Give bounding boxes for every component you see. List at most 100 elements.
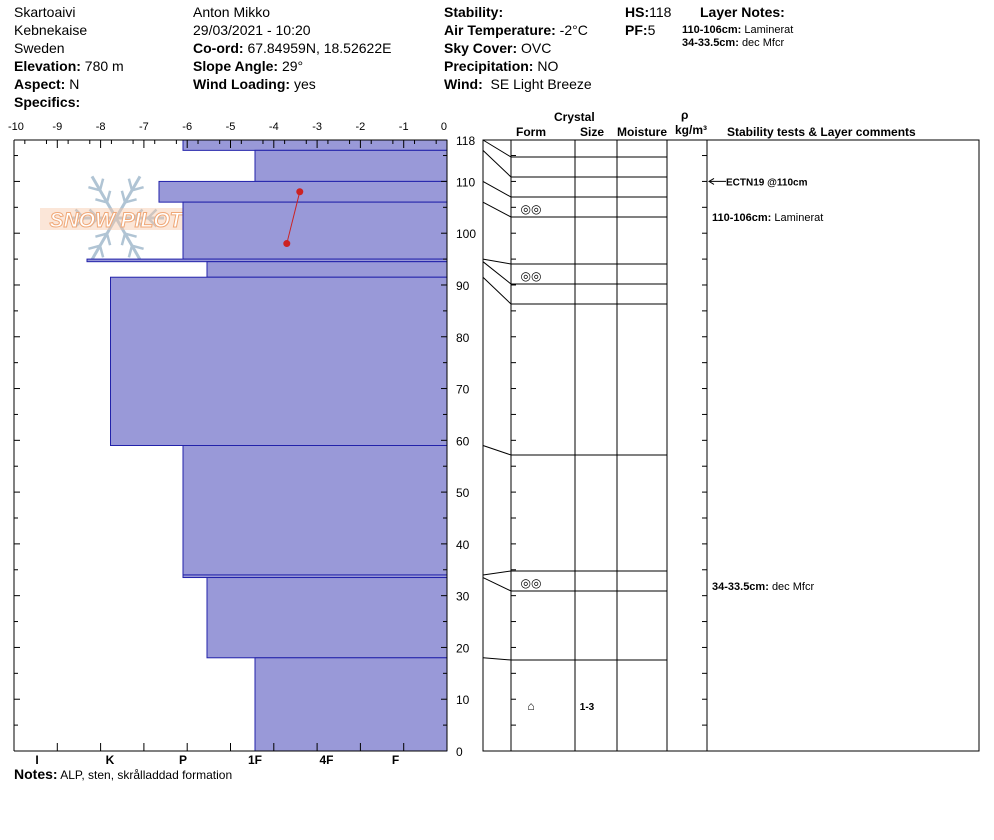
temp-tick-label: -3 — [312, 121, 322, 133]
snowflake-branch — [88, 244, 101, 251]
snowflake-branch — [147, 217, 158, 228]
hardness-layer — [182, 445, 448, 576]
temp-tick-label: -5 — [226, 121, 236, 133]
density-unit: kg/m³ — [675, 123, 708, 137]
layer-boundary — [482, 445, 667, 456]
temp-tick-label: -7 — [139, 121, 149, 133]
coordinates: Co-ord: 67.84959N, 18.52622E — [193, 40, 392, 56]
layer-comment: 110-106cm: Laminerat — [712, 212, 823, 224]
snowflake-branch — [88, 217, 99, 228]
height-tick-label: 100 — [456, 227, 476, 241]
snowflake-branch — [127, 245, 134, 258]
temperature-point — [283, 240, 291, 248]
layer-boundary — [482, 149, 667, 178]
hardness-layer — [182, 201, 448, 260]
watermark-band — [40, 208, 192, 230]
temp-tick-label: -1 — [399, 121, 409, 133]
layer-boundary — [482, 180, 667, 198]
hardness-layer — [110, 276, 448, 446]
temp-tick-label: -4 — [269, 121, 279, 133]
snowflake-branch — [95, 232, 108, 238]
form-header: Form — [516, 125, 546, 139]
stability: Stability: — [444, 4, 504, 20]
hardness-tick-label: I — [35, 753, 38, 767]
comments-header: Stability tests & Layer comments — [727, 125, 916, 139]
height-tick-label: 0 — [456, 745, 463, 759]
crystal-header: Crystal — [554, 110, 595, 124]
temp-tick-label: 0 — [441, 121, 447, 133]
crystal-form: ◎◎ — [521, 269, 542, 283]
wind: Wind: SE Light Breeze — [444, 76, 592, 92]
snow-height: HS:118 — [625, 4, 672, 20]
hardness-tick-label: K — [106, 753, 115, 767]
hardness-layer — [206, 577, 448, 659]
snowflake-branch — [127, 178, 134, 191]
snowflake-branch — [131, 244, 144, 251]
snowflake-branch — [95, 198, 108, 204]
snowpilot-logo: SNOW PILOT — [40, 175, 192, 261]
layer-boundary — [482, 577, 667, 592]
snowflake-branch — [133, 208, 144, 219]
temperature-line — [286, 191, 301, 244]
test-arrow-head — [708, 177, 715, 185]
snowflake-branch — [88, 208, 99, 219]
layer-boundary — [482, 276, 667, 305]
snowflake-arm — [114, 217, 142, 261]
penetration-foot: PF:5 — [625, 22, 656, 38]
layer-note: 110-106cm: Laminerat — [682, 24, 794, 36]
layer-boundary — [482, 139, 667, 158]
moisture-header: Moisture — [617, 125, 668, 139]
layer-comment-range: 34-33.5cm: — [712, 581, 772, 593]
snowflake-branch — [74, 208, 85, 219]
crystal-form: ◎◎ — [521, 576, 542, 590]
wind-loading: Wind Loading: yes — [193, 76, 316, 92]
snowflake-branch — [147, 208, 158, 219]
layer-notes-title: Layer Notes: — [700, 4, 785, 20]
slope-angle: Slope Angle: 29° — [193, 58, 304, 74]
snowflake-branch — [120, 190, 127, 203]
hardness-tick-label: P — [179, 753, 187, 767]
observer: Anton Mikko — [193, 4, 271, 20]
snowflake-branch — [124, 198, 137, 204]
layer-boundary — [482, 570, 667, 576]
height-tick-label: 50 — [456, 486, 470, 500]
hardness-tick-label: 1F — [248, 753, 262, 767]
layer-boundary — [482, 657, 667, 661]
height-tick-label: 30 — [456, 590, 470, 604]
layer-comment: 34-33.5cm: dec Mfcr — [712, 581, 814, 593]
hardness-layer — [254, 149, 448, 182]
snowflake-branch — [124, 232, 137, 238]
snowflake-arm — [90, 175, 118, 219]
datetime: 29/03/2021 - 10:20 — [193, 22, 311, 38]
hardness-layer — [182, 139, 448, 151]
crystal-form: ⌂ — [527, 699, 534, 713]
snowflake-arm — [114, 175, 142, 219]
snowflake-branch — [74, 217, 85, 228]
layer-note: 34-33.5cm: dec Mfcr — [682, 37, 785, 49]
temp-tick-label: -8 — [96, 121, 106, 133]
height-tick-label: 80 — [456, 331, 470, 345]
snowflake-branch — [131, 185, 144, 192]
snowflake-branch — [105, 233, 112, 246]
height-tick-label: 90 — [456, 279, 470, 293]
location: Skartoaivi — [14, 4, 76, 20]
temp-tick-label: -6 — [182, 121, 192, 133]
layer-table-frame — [482, 139, 980, 752]
stability-test: ECTN19 @110cm — [726, 177, 808, 188]
temp-tick-label: -2 — [356, 121, 366, 133]
hardness-layer — [254, 657, 448, 752]
layer-comment-text: Laminerat — [774, 212, 823, 224]
snowflake-arm — [90, 217, 118, 261]
height-tick-label: 118 — [456, 134, 475, 148]
snowflake-branch — [88, 185, 101, 192]
height-tick-label: 40 — [456, 538, 470, 552]
snowflake-branch — [105, 190, 112, 203]
snowflake-branch — [133, 217, 144, 228]
snowflake-branch — [98, 245, 105, 258]
crystal-form: ◎◎ — [521, 202, 542, 216]
temp-tick-label: -9 — [52, 121, 62, 133]
notes: Notes: ALP, sten, skrålladdad formation — [14, 766, 233, 782]
hardness-tick-label: 4F — [319, 753, 333, 767]
height-tick-label: 70 — [456, 383, 470, 397]
precipitation: Precipitation: NO — [444, 58, 559, 74]
